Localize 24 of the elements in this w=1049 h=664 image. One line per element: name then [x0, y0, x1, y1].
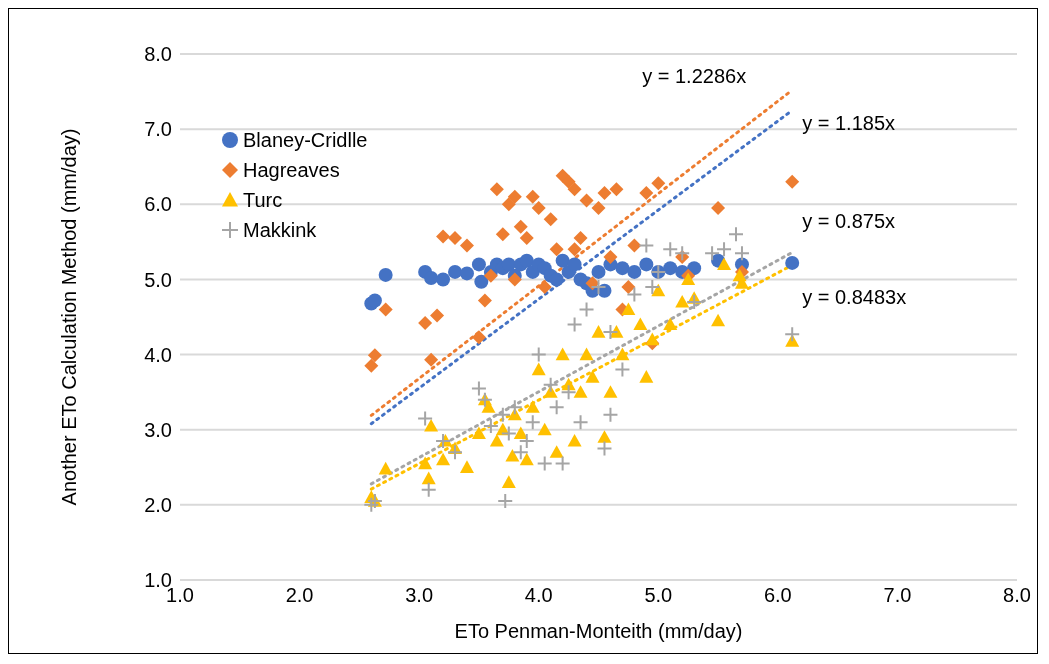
legend-label: Blaney-Cridlle	[243, 128, 368, 153]
series-label: y = 1.185x	[802, 111, 896, 134]
series-label: y = 1.2286x	[642, 65, 747, 88]
y-tick-label: 2.0	[144, 493, 172, 516]
y-tick-label: 6.0	[144, 193, 172, 216]
series-label: y = 0.875x	[802, 209, 896, 232]
y-tick-label: 7.0	[144, 118, 172, 141]
y-axis-title: Another ETo Calculation Method (mm/day)	[58, 128, 81, 506]
x-tick-label: 4.0	[524, 584, 553, 607]
x-tick-label: 6.0	[763, 584, 792, 607]
legend-label: Hagreaves	[243, 158, 340, 183]
x-tick-label: 7.0	[883, 584, 912, 607]
legend-label: Turc	[243, 188, 283, 213]
legend-label: Makkink	[243, 218, 317, 243]
x-tick-label: 8.0	[1003, 584, 1031, 607]
y-tick-label: 5.0	[144, 268, 172, 291]
y-tick-label: 3.0	[144, 418, 172, 441]
series-label: y = 0.8483x	[802, 286, 907, 309]
y-tick-label: 4.0	[144, 343, 172, 366]
x-tick-label: 2.0	[285, 584, 314, 607]
x-tick-label: 3.0	[405, 584, 434, 607]
x-axis-title: ETo Penman-Monteith (mm/day)	[454, 620, 743, 642]
y-tick-label: 8.0	[144, 43, 172, 66]
x-tick-label: 5.0	[644, 584, 673, 607]
